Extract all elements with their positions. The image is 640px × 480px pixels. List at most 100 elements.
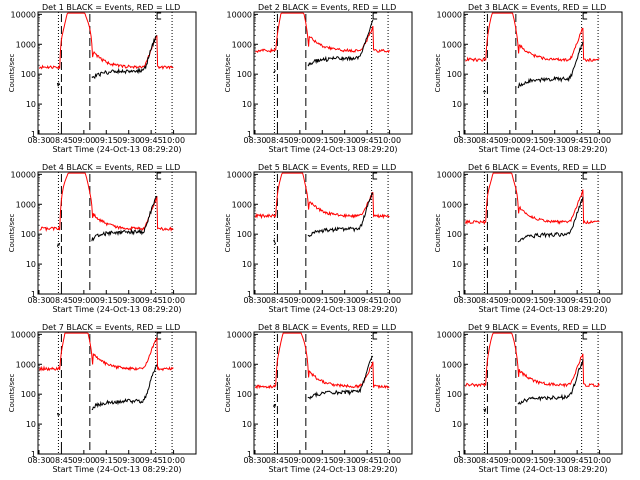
series-lld [39,12,174,70]
x-axis-title: Start Time (24-Oct-13 08:29:20) [268,145,397,154]
x-tick-label: 09:15 [311,296,334,305]
y-tick-label: 1000 [232,360,252,369]
x-tick-label: 09:45 [566,296,589,305]
y-tick-label: 1000 [232,40,252,49]
interval-mark [372,332,378,340]
x-tick-label: 08:45 [50,136,73,145]
x-tick-label: 10:00 [162,456,185,465]
x-tick-label: 08:30 [27,296,50,305]
x-tick-label: 08:45 [266,456,289,465]
x-tick-label: 08:30 [243,456,266,465]
panel-title: Det 1 BLACK = Events, RED = LLD [42,3,180,12]
y-tick-label: 1000 [442,200,462,209]
x-axis-title: Start Time (24-Oct-13 08:29:20) [52,305,181,314]
y-tick-label: 10 [26,260,36,269]
y-tick-label: 10 [452,260,462,269]
y-tick-label: 100 [21,390,36,399]
x-tick-label: 08:45 [266,296,289,305]
y-axis-title: Counts/sec [224,374,232,413]
y-tick-label: 1000 [16,200,36,209]
series-events [307,355,374,400]
x-tick-label: 09:15 [95,136,118,145]
series-events-pre [483,408,487,413]
panel-1: Det 1 BLACK = Events, RED = LLD 1 10 100 100… [8,3,197,154]
panel-5: Det 5 BLACK = Events, RED = LLD 1 10 100 100… [224,163,413,314]
y-tick-label: 10 [242,420,252,429]
interval-mark [582,332,588,340]
series-events [517,359,584,405]
y-tick-label: 10000 [437,10,462,19]
y-tick-label: 100 [237,230,252,239]
x-tick-label: 09:00 [288,296,311,305]
x-tick-label: 10:00 [378,296,401,305]
x-tick-label: 09:45 [566,456,589,465]
x-tick-label: 09:30 [333,296,356,305]
panel-2: Det 2 BLACK = Events, RED = LLD 1 10 100 100… [224,3,413,154]
series-events-pre [483,90,487,93]
y-tick-label: 1000 [442,40,462,49]
series-lld [255,332,390,390]
series-events [91,35,158,80]
panel-6: Det 6 BLACK = Events, RED = LLD 1 10 100 100… [434,163,623,314]
y-tick-label: 1 [457,130,462,139]
interval-mark [372,12,378,20]
x-tick-label: 09:45 [140,456,163,465]
y-tick-label: 10000 [11,170,36,179]
y-tick-label: 10000 [11,330,36,339]
series-lld [39,332,174,372]
x-tick-label: 09:30 [333,136,356,145]
y-tick-label: 10000 [227,10,252,19]
panel-title: Det 7 BLACK = Events, RED = LLD [42,323,180,332]
x-tick-label: 08:30 [27,136,50,145]
x-tick-label: 08:45 [50,456,73,465]
y-tick-label: 10 [26,100,36,109]
x-tick-label: 08:45 [476,456,499,465]
y-axis-title: Counts/sec [8,214,16,253]
y-tick-label: 1 [31,130,36,139]
series-events-pre [56,81,61,87]
series-lld [465,172,600,226]
series-events [307,19,374,67]
y-tick-label: 100 [237,390,252,399]
x-tick-label: 08:30 [453,136,476,145]
x-tick-label: 08:30 [27,456,50,465]
y-tick-label: 1000 [16,360,36,369]
x-tick-label: 09:00 [72,296,95,305]
x-tick-label: 09:45 [140,296,163,305]
y-tick-label: 1 [247,450,252,459]
y-tick-label: 10000 [11,10,36,19]
y-tick-label: 10 [452,100,462,109]
x-tick-label: 09:15 [95,456,118,465]
y-tick-label: 10000 [227,330,252,339]
x-tick-label: 08:30 [243,296,266,305]
plot-frame [253,11,413,135]
x-tick-label: 10:00 [588,136,611,145]
x-tick-label: 09:00 [498,136,521,145]
series-lld [255,12,390,54]
series-events-pre [56,242,61,247]
x-tick-label: 09:00 [498,296,521,305]
series-lld [39,172,174,232]
y-tick-label: 1 [457,450,462,459]
y-tick-label: 1 [247,130,252,139]
x-tick-label: 09:00 [498,456,521,465]
interval-mark [372,172,378,180]
x-axis-title: Start Time (24-Oct-13 08:29:20) [52,465,181,474]
x-tick-label: 10:00 [162,136,185,145]
y-axis-title: Counts/sec [434,214,442,253]
series-events [517,41,584,89]
y-tick-label: 10 [26,420,36,429]
x-axis-title: Start Time (24-Oct-13 08:29:20) [478,465,607,474]
x-axis-title: Start Time (24-Oct-13 08:29:20) [268,305,397,314]
x-tick-label: 09:45 [566,136,589,145]
panel-title: Det 3 BLACK = Events, RED = LLD [468,3,606,12]
panel-title: Det 6 BLACK = Events, RED = LLD [468,163,606,172]
y-tick-label: 100 [447,390,462,399]
panel-title: Det 4 BLACK = Events, RED = LLD [42,163,180,172]
x-tick-label: 09:15 [311,456,334,465]
x-tick-label: 10:00 [378,136,401,145]
x-tick-label: 10:00 [378,456,401,465]
x-tick-label: 09:30 [543,136,566,145]
x-tick-label: 08:45 [266,136,289,145]
